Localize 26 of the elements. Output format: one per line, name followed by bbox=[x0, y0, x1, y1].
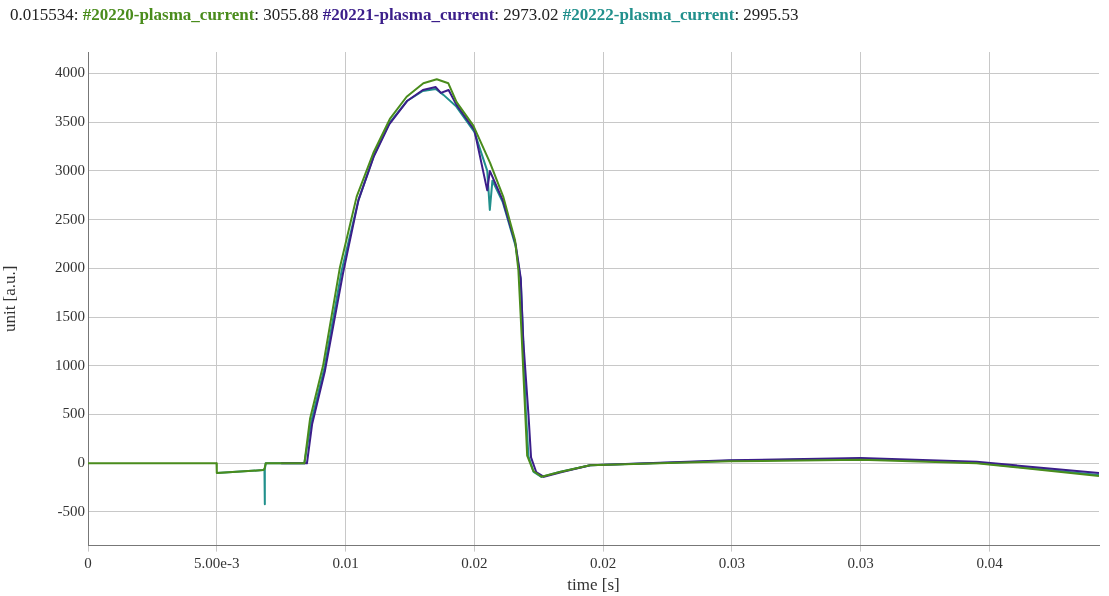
y-tick-label: 3000 bbox=[55, 161, 85, 178]
x-tick-label: 0.04 bbox=[976, 554, 1004, 571]
y-tick-label: 3500 bbox=[55, 113, 85, 130]
y-tick-label: 1000 bbox=[55, 356, 85, 373]
x-tick-label: 0.01 bbox=[332, 554, 359, 571]
y-tick-label: 2500 bbox=[55, 210, 85, 227]
x-tick-label: 0.02 bbox=[461, 554, 488, 571]
x-tick-label: 0.03 bbox=[847, 554, 874, 571]
y-axis-title: unit [a.u.] bbox=[0, 265, 19, 333]
text: #20222-plasma_current bbox=[562, 5, 735, 24]
text: : 2995.53 bbox=[734, 5, 799, 24]
text: 0.015534: bbox=[10, 5, 79, 24]
text: #20220-plasma_current bbox=[82, 5, 255, 24]
y-tick-label: 2000 bbox=[55, 259, 85, 276]
y-tick-label: 1500 bbox=[55, 308, 85, 325]
x-tick-label: 0.03 bbox=[718, 554, 746, 571]
text: : 3055.88 bbox=[254, 5, 319, 24]
x-tick-label: 0.02 bbox=[590, 554, 617, 571]
y-tick-label: 500 bbox=[62, 405, 85, 422]
x-tick-label: 5.00e-3 bbox=[194, 554, 240, 571]
y-tick-label: 4000 bbox=[55, 64, 85, 81]
text: : 2973.02 bbox=[494, 5, 559, 24]
text: #20221-plasma_current bbox=[322, 5, 495, 24]
x-axis-title: time [s] bbox=[567, 575, 620, 595]
y-tick-label: 0 bbox=[77, 454, 85, 471]
y-tick-label: -500 bbox=[57, 502, 85, 519]
